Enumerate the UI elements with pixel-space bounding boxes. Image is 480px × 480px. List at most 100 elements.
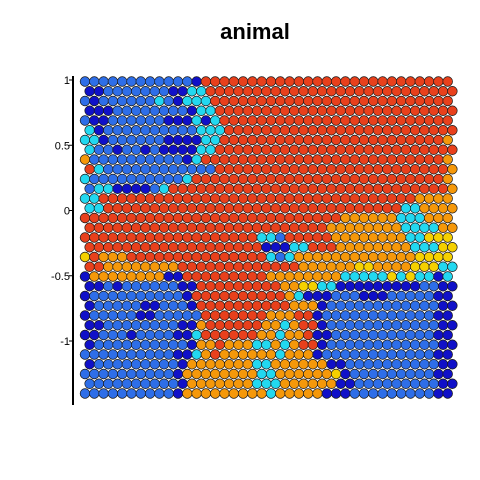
hexagon-cell: [335, 320, 346, 331]
hexagon-cell: [405, 173, 416, 185]
hexagon-cell: [284, 173, 295, 185]
hexagon-cell: [442, 290, 453, 302]
hexagon-cell: [409, 144, 421, 155]
hexagon-cell: [419, 125, 430, 136]
hexagon-cell: [284, 368, 295, 380]
hexagon-cell: [307, 203, 319, 214]
hexagon-cell: [423, 388, 435, 399]
hexagon-cell: [363, 125, 374, 136]
hexagon-cell: [116, 76, 128, 87]
hexagon-cell: [89, 134, 100, 146]
hexagon-cell: [223, 222, 235, 233]
hexagon-cell: [428, 125, 439, 136]
hexagon-cell: [358, 115, 370, 126]
hexagon-cell: [209, 193, 221, 204]
hexagon-cell: [340, 271, 351, 282]
hexagon-cell: [247, 271, 258, 282]
hexagon-cell: [233, 125, 244, 136]
hexagon-cell: [358, 232, 370, 243]
hexagon-cell: [191, 329, 202, 341]
hexagon-cell: [368, 388, 379, 399]
hexagon-cell: [103, 261, 114, 272]
hexagon-cell: [382, 320, 393, 331]
hexagon-cell: [107, 154, 119, 165]
hexagon-cell: [261, 86, 272, 97]
hexagon-cell: [354, 359, 365, 370]
hexagon-cell: [270, 183, 281, 194]
hexagon-cell: [279, 164, 291, 175]
hexagon-cell: [326, 86, 337, 97]
hexagon-cell: [121, 320, 133, 331]
hexagon-cell: [340, 329, 351, 341]
hexagon-cell: [396, 134, 407, 146]
hexagon-cell: [209, 388, 221, 399]
hexagon-cell: [386, 232, 398, 243]
hexagon-cell: [419, 242, 430, 253]
hexagon-cell: [391, 86, 402, 97]
hexagon-cell: [298, 183, 309, 194]
hexagon-cell: [135, 251, 146, 263]
hexagon-cell: [223, 144, 235, 155]
hexagon-cell: [140, 339, 151, 350]
hexagon-cell: [382, 300, 393, 311]
hexagon-cell: [219, 212, 230, 224]
hexagon-cell: [433, 310, 444, 321]
hexagon-cell: [89, 232, 100, 243]
hexagon-cell: [172, 271, 184, 282]
hexagon-cell: [251, 242, 263, 253]
hexagon-cell: [158, 144, 170, 155]
hexagon-cell: [419, 86, 430, 97]
hexagon-cell: [121, 105, 133, 116]
hexagon-cell: [144, 310, 156, 321]
hexagon-cell: [126, 310, 137, 321]
hexagon-cell: [409, 125, 421, 136]
hexagon-cell: [363, 359, 374, 370]
hexagon-cell: [275, 271, 286, 282]
hexagon-cell: [233, 281, 244, 292]
hexagon-cell: [386, 329, 398, 341]
hexagon-cell: [172, 388, 184, 399]
hexagon-cell: [428, 359, 439, 370]
hexagon-cell: [228, 115, 239, 126]
hexagon-cell: [344, 105, 356, 116]
hexagon-cell: [130, 86, 142, 97]
hexagon-cell: [289, 203, 300, 214]
hexagon-cell: [237, 95, 249, 107]
hexagon-cell: [237, 251, 249, 263]
hexagon-cell: [349, 95, 360, 107]
hexagon-cell: [196, 222, 207, 233]
hexagon-cell: [284, 232, 295, 243]
hexagon-cell: [349, 368, 360, 380]
hexagon-cell: [275, 115, 286, 126]
hexagon-cell: [200, 329, 212, 341]
hexagon-cell: [200, 251, 212, 263]
hexagon-cell: [121, 164, 133, 175]
hexagon-cell: [368, 212, 379, 224]
hexagon-cell: [321, 173, 332, 185]
hexagon-cell: [265, 271, 277, 282]
hexagon-cell: [205, 339, 216, 350]
hexagon-cell: [368, 290, 379, 302]
hexagon-cell: [135, 95, 146, 107]
hexagon-cell: [121, 125, 133, 136]
hexagon-cell: [265, 76, 277, 87]
hexagon-cell: [98, 368, 109, 380]
hexagon-cell: [186, 125, 198, 136]
hexagon-cell: [382, 86, 393, 97]
hexagon-cell: [442, 310, 453, 321]
hexagon-cell: [312, 329, 323, 341]
hexagon-cell: [326, 164, 337, 175]
hexagon-cell: [186, 339, 198, 350]
hexagon-cell: [223, 300, 235, 311]
hexagon-cell: [135, 173, 146, 185]
hexagon-cell: [112, 320, 123, 331]
hexagon-cell: [247, 95, 258, 107]
hexagon-cell: [186, 203, 198, 214]
hexagon-cell: [89, 349, 100, 360]
hexagon-cell: [103, 320, 114, 331]
hexagon-cell: [237, 115, 249, 126]
hexagon-cell: [437, 183, 449, 194]
hexagon-cell: [326, 359, 337, 370]
hexagon-cell: [261, 164, 272, 175]
hexagon-cell: [79, 154, 91, 165]
